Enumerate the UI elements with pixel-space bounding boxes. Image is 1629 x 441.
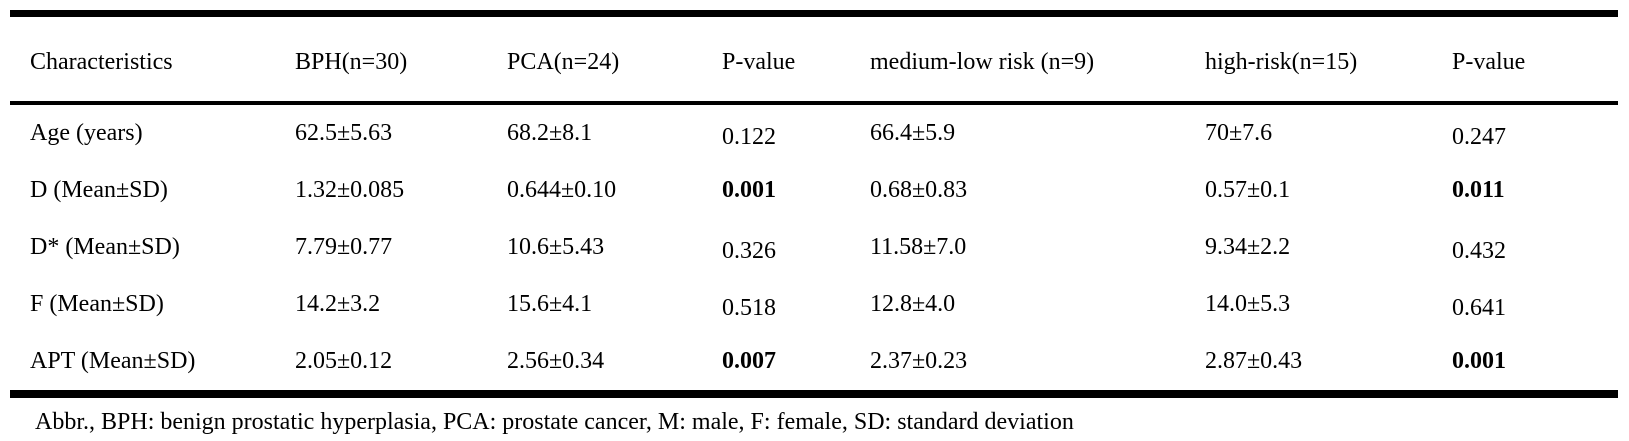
column-header: P-value: [1452, 13, 1618, 105]
table-row: D (Mean±SD) 1.32±0.085 0.644±0.10 0.001 0.68…: [10, 162, 1618, 219]
cell-text: 0.122: [722, 124, 776, 150]
cell-text: 0.432: [1452, 238, 1506, 264]
table-row: D* (Mean±SD) 7.79±0.77 10.6±5.43 0.326 11.58…: [10, 219, 1618, 276]
table-cell: 12.8±4.0: [870, 276, 1205, 333]
table-row: F (Mean±SD) 14.2±3.2 15.6±4.1 0.518 12.8±4.0…: [10, 276, 1618, 333]
row-label: D (Mean±SD): [10, 162, 295, 219]
table-cell: 15.6±4.1: [507, 276, 722, 333]
table-cell: 68.2±8.1: [507, 103, 722, 162]
table-cell: 0.641: [1452, 276, 1618, 333]
table-cell: 2.87±0.43: [1205, 333, 1452, 394]
cell-text: 15.6±4.1: [507, 291, 593, 317]
header-row: Characteristics BPH(n=30) PCA(n=24) P-value…: [10, 13, 1618, 105]
column-header: high-risk(n=15): [1205, 13, 1452, 105]
table-cell: 14.2±3.2: [295, 276, 507, 333]
table-cell: 11.58±7.0: [870, 219, 1205, 276]
table-cell: 0.001: [1452, 333, 1618, 394]
cell-text: 62.5±5.63: [295, 120, 393, 146]
table-cell: 2.05±0.12: [295, 333, 507, 394]
table-body: Age (years) 62.5±5.63 68.2±8.1 0.122 66.4±5.…: [10, 103, 1618, 394]
table-cell: 7.79±0.77: [295, 219, 507, 276]
table-cell: 0.001: [722, 162, 870, 219]
cell-text: 2.37±0.23: [870, 348, 968, 374]
table-cell: 66.4±5.9: [870, 103, 1205, 162]
cell-text: D (Mean±SD): [30, 177, 168, 203]
cell-text: 9.34±2.2: [1205, 234, 1291, 260]
column-header: medium-low risk (n=9): [870, 13, 1205, 105]
cell-text: 11.58±7.0: [870, 234, 967, 260]
table-row: APT (Mean±SD) 2.05±0.12 2.56±0.34 0.007 2.37…: [10, 333, 1618, 394]
cell-text: 1.32±0.085: [295, 177, 405, 203]
table-cell: 70±7.6: [1205, 103, 1452, 162]
table-cell: 9.34±2.2: [1205, 219, 1452, 276]
cell-text: 14.0±5.3: [1205, 291, 1291, 317]
table-cell: 0.247: [1452, 103, 1618, 162]
table-cell: 1.32±0.085: [295, 162, 507, 219]
cell-text: Age (years): [30, 120, 143, 146]
row-label: Age (years): [10, 103, 295, 162]
cell-text: 0.326: [722, 238, 776, 264]
cell-text: 70±7.6: [1205, 120, 1273, 146]
table-cell: 14.0±5.3: [1205, 276, 1452, 333]
row-label: F (Mean±SD): [10, 276, 295, 333]
cell-text: 12.8±4.0: [870, 291, 956, 317]
cell-text: F (Mean±SD): [30, 291, 164, 317]
cell-text: 68.2±8.1: [507, 120, 593, 146]
cell-text: 0.68±0.83: [870, 177, 968, 203]
cell-text: 0.518: [722, 295, 776, 321]
cell-text: 10.6±5.43: [507, 234, 605, 260]
row-label: D* (Mean±SD): [10, 219, 295, 276]
table-cell: 0.518: [722, 276, 870, 333]
cell-text: 7.79±0.77: [295, 234, 393, 260]
cell-text: 0.011: [1452, 177, 1505, 203]
table-cell: 0.57±0.1: [1205, 162, 1452, 219]
column-header: BPH(n=30): [295, 13, 507, 105]
cell-text: 14.2±3.2: [295, 291, 381, 317]
table-cell: 0.007: [722, 333, 870, 394]
table-cell: 0.68±0.83: [870, 162, 1205, 219]
cell-text: 2.56±0.34: [507, 348, 605, 374]
cell-text: 0.001: [722, 177, 776, 203]
row-label: APT (Mean±SD): [10, 333, 295, 394]
table-cell: 2.56±0.34: [507, 333, 722, 394]
table-footnote: Abbr., BPH: benign prostatic hyperplasia…: [35, 409, 1074, 435]
cell-text: APT (Mean±SD): [30, 348, 196, 374]
table-row: Age (years) 62.5±5.63 68.2±8.1 0.122 66.4±5.…: [10, 103, 1618, 162]
table-cell: 10.6±5.43: [507, 219, 722, 276]
table-cell: 0.644±0.10: [507, 162, 722, 219]
column-header: P-value: [722, 13, 870, 105]
table-cell: 0.011: [1452, 162, 1618, 219]
cell-text: D* (Mean±SD): [30, 234, 180, 260]
cell-text: 2.87±0.43: [1205, 348, 1303, 374]
column-header: Characteristics: [10, 13, 295, 105]
results-table: Characteristics BPH(n=30) PCA(n=24) P-value…: [10, 10, 1618, 398]
cell-text: 0.001: [1452, 348, 1506, 374]
cell-text: 0.57±0.1: [1205, 177, 1291, 203]
cell-text: 0.644±0.10: [507, 177, 617, 203]
table-cell: 0.432: [1452, 219, 1618, 276]
column-header: PCA(n=24): [507, 13, 722, 105]
table-cell: 62.5±5.63: [295, 103, 507, 162]
cell-text: 2.05±0.12: [295, 348, 393, 374]
cell-text: 66.4±5.9: [870, 120, 956, 146]
table-cell: 0.326: [722, 219, 870, 276]
table-cell: 2.37±0.23: [870, 333, 1205, 394]
table-cell: 0.122: [722, 103, 870, 162]
cell-text: 0.247: [1452, 124, 1506, 150]
cell-text: 0.641: [1452, 295, 1506, 321]
cell-text: 0.007: [722, 348, 776, 374]
